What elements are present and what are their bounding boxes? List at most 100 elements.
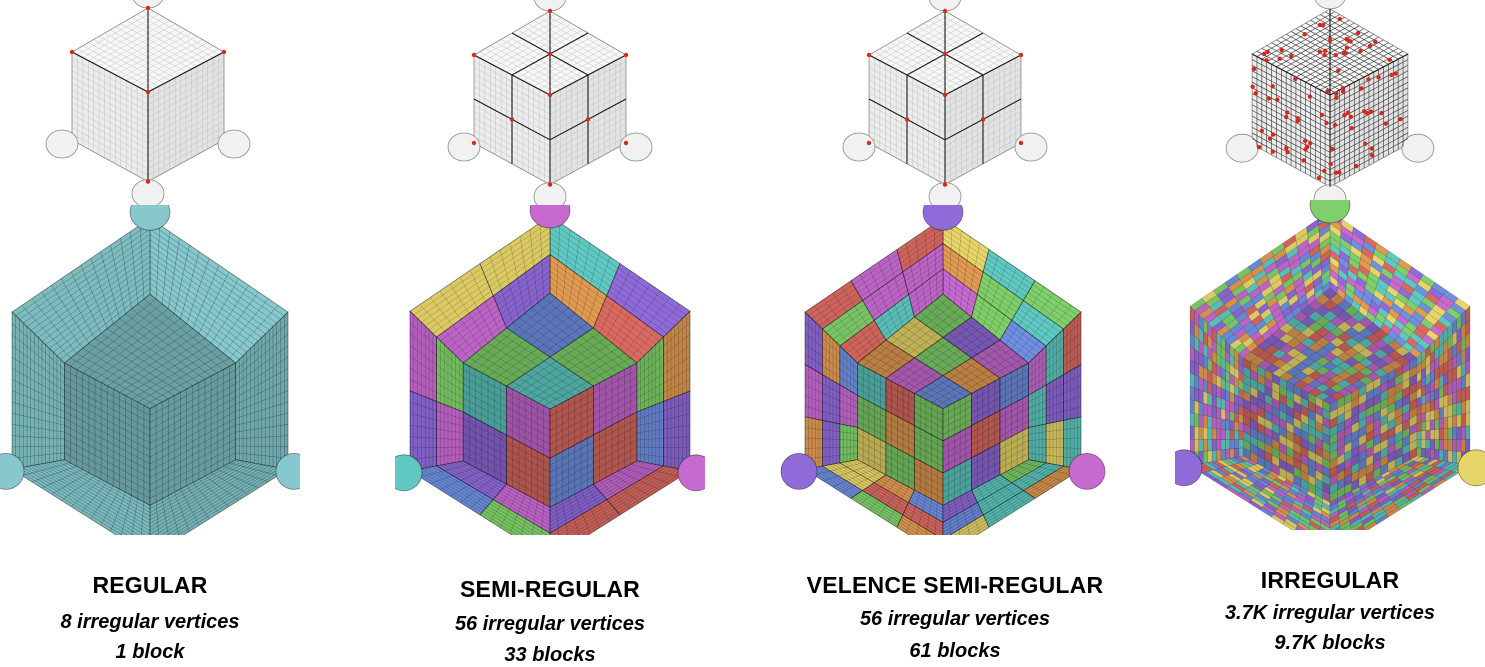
irregular-vertex-marker xyxy=(1250,84,1255,89)
irregular-vertex-marker xyxy=(1018,52,1024,58)
block-count: 61 blocks xyxy=(909,640,1001,662)
irregular-vertex-marker xyxy=(1376,75,1381,80)
irregular-vertex-marker xyxy=(547,51,553,57)
block-count: 1 block xyxy=(115,641,185,663)
irregular-vertex-marker xyxy=(1270,149,1276,154)
irregular-vertex-marker xyxy=(1328,161,1333,167)
irregular-vertex-marker xyxy=(1354,163,1359,169)
irregular-vertex-marker xyxy=(1366,77,1371,82)
hex-mesh-valence xyxy=(780,205,1106,535)
irregular-vertex-marker xyxy=(866,52,872,58)
irregular-vertex-marker xyxy=(547,182,553,187)
hex-bump xyxy=(129,205,171,231)
panel-title: SEMI-REGULAR xyxy=(459,576,640,602)
irregular-vertex-marker xyxy=(1345,110,1351,115)
irregular-vertex-marker xyxy=(1369,146,1375,151)
irregular-vertex-marker xyxy=(1270,84,1275,89)
irregular-vertex-marker xyxy=(1289,53,1294,59)
hex-bump xyxy=(1068,452,1106,490)
irregular-vertex-marker xyxy=(1336,68,1341,73)
block-count: 9.7K blocks xyxy=(1274,632,1386,654)
irregular-vertex-marker xyxy=(1373,39,1378,44)
irregular-vertex-marker xyxy=(1324,120,1329,126)
irregular-vertex-marker xyxy=(1279,47,1284,53)
irregular-vertex-marker xyxy=(1317,49,1322,54)
irregular-vertex-marker xyxy=(623,140,629,146)
panel-valence-semi-regular: VELENCE SEMI-REGULAR 56 irregular vertic… xyxy=(780,0,1130,663)
irregular-vertex-marker xyxy=(1317,22,1323,28)
surface-mesh-regular xyxy=(45,0,251,209)
hex-mesh-irregular xyxy=(1175,200,1485,530)
irregular-vertex-marker xyxy=(980,117,986,122)
irregular-vertex-marker xyxy=(471,140,477,146)
irregular-vertex-marker xyxy=(547,8,553,14)
irregular-vertex-marker xyxy=(1256,144,1262,150)
surface-cube xyxy=(1225,0,1435,210)
irregular-vertex-marker xyxy=(1301,158,1306,163)
irregular-vertex-marker xyxy=(585,117,591,122)
hex-mesh-regular xyxy=(0,205,300,535)
irregular-vertex-marker xyxy=(1304,144,1310,149)
irregular-vertex-marker xyxy=(1302,138,1308,144)
irregular-vertex-marker xyxy=(1342,112,1347,118)
surface-cube xyxy=(447,0,653,210)
irregular-vertex-marker xyxy=(623,52,629,58)
irregular-vertex-marker xyxy=(1284,146,1289,151)
surface-bump xyxy=(1314,0,1346,10)
hex-bump xyxy=(922,205,964,231)
irregular-vertex-count: 56 irregular vertices xyxy=(859,608,1051,630)
irregular-vertex-marker xyxy=(1284,114,1289,120)
hex-bump xyxy=(1175,449,1203,487)
irregular-vertex-marker xyxy=(1266,96,1272,101)
irregular-vertex-marker xyxy=(1307,94,1313,99)
irregular-vertex-marker xyxy=(1270,132,1276,137)
irregular-vertex-marker xyxy=(509,117,515,122)
irregular-vertex-count: 8 irregular vertices xyxy=(60,611,240,633)
irregular-vertex-marker xyxy=(1362,141,1368,147)
irregular-vertex-marker xyxy=(1346,38,1351,43)
hex-cutaway xyxy=(395,205,705,535)
irregular-vertex-marker xyxy=(221,49,227,55)
surface-bump xyxy=(217,129,251,159)
irregular-vertex-marker xyxy=(145,179,151,184)
surface-mesh-valence xyxy=(842,0,1048,210)
irregular-vertex-marker xyxy=(1308,140,1313,146)
irregular-vertex-marker xyxy=(1359,86,1364,91)
irregular-vertex-marker xyxy=(1264,58,1269,63)
irregular-vertex-marker xyxy=(1340,86,1346,91)
irregular-vertex-marker xyxy=(1369,153,1375,158)
irregular-vertex-marker xyxy=(942,92,948,98)
irregular-vertex-marker xyxy=(1340,89,1346,94)
panel-regular: REGULAR 8 irregular vertices 1 block xyxy=(0,0,300,663)
irregular-vertex-marker xyxy=(1358,48,1363,54)
surface-mesh-semi-regular xyxy=(447,0,653,210)
irregular-vertex-marker xyxy=(866,140,872,146)
hex-mesh-semi-regular xyxy=(395,205,705,535)
irregular-vertex-marker xyxy=(1293,76,1298,82)
hex-bump xyxy=(0,452,25,490)
irregular-vertex-marker xyxy=(1327,37,1333,43)
block-count: 33 blocks xyxy=(504,644,596,666)
irregular-vertex-marker xyxy=(904,117,910,122)
surface-bump xyxy=(1401,133,1435,163)
irregular-vertex-marker xyxy=(1319,112,1325,118)
irregular-vertex-marker xyxy=(1330,146,1335,152)
irregular-vertex-marker xyxy=(1267,136,1273,141)
irregular-vertex-marker xyxy=(1302,31,1308,37)
surface-bump xyxy=(1225,133,1259,163)
surface-bump xyxy=(45,129,79,159)
surface-bump xyxy=(447,132,481,162)
irregular-vertex-marker xyxy=(1387,57,1392,62)
irregular-vertex-marker xyxy=(1253,90,1259,96)
panel-title: VELENCE SEMI-REGULAR xyxy=(806,572,1104,598)
hex-bump xyxy=(395,454,423,492)
irregular-vertex-marker xyxy=(1398,116,1403,122)
irregular-vertex-marker xyxy=(1259,128,1265,134)
irregular-vertex-marker xyxy=(1295,118,1301,124)
irregular-vertex-marker xyxy=(1362,109,1367,114)
irregular-vertex-marker xyxy=(942,182,948,187)
hex-cutaway xyxy=(0,205,300,535)
irregular-vertex-count: 3.7K irregular vertices xyxy=(1224,602,1436,624)
irregular-vertex-marker xyxy=(1383,121,1389,126)
irregular-vertex-marker xyxy=(1349,125,1354,131)
